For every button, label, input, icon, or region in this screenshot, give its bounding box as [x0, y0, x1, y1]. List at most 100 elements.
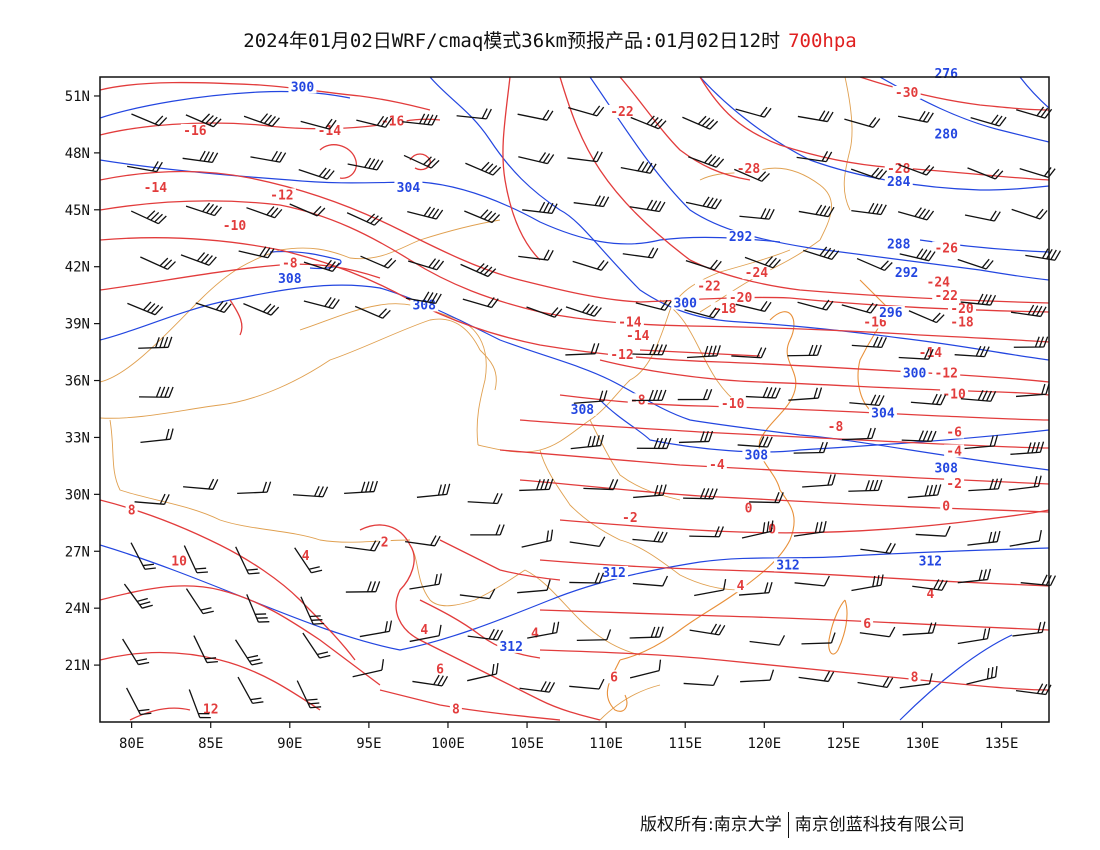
wind-barb — [570, 434, 605, 450]
temperature-label-bg — [944, 444, 965, 458]
wind-barb — [405, 291, 442, 305]
wind-barb — [912, 579, 948, 591]
temperature-label: -20 — [729, 291, 753, 306]
temperature-label-bg — [734, 579, 747, 593]
wind-barb — [632, 389, 667, 402]
height-label-bg — [916, 554, 945, 568]
temperature-label: -2 — [946, 477, 962, 492]
wind-barb — [967, 530, 1001, 546]
wind-barb — [739, 208, 775, 220]
wind-barb — [517, 579, 551, 594]
wind-barb — [796, 151, 833, 163]
x-tick-label: 90E — [277, 736, 302, 752]
wind-barb — [622, 247, 659, 259]
temperature-label-bg — [694, 279, 723, 293]
height-label-bg — [288, 80, 317, 94]
wind-barb — [957, 568, 992, 584]
temperature-label-bg — [706, 457, 727, 471]
wind-barb — [793, 441, 828, 454]
wind-barb — [346, 212, 383, 226]
copyright-footer: 版权所有:南京大学 南京创蓝科技有限公司 — [640, 810, 1060, 838]
temperature-label-bg — [125, 503, 138, 517]
temperature-label: -14 — [618, 316, 642, 331]
wind-barb — [409, 624, 442, 643]
wind-barb — [689, 526, 724, 538]
y-tick-label: 27N — [65, 544, 90, 560]
wind-barb — [910, 393, 947, 406]
wind-barb — [139, 386, 174, 398]
height-label-bg — [774, 558, 803, 572]
wind-barb — [683, 675, 719, 687]
temperature-label-bg — [449, 702, 462, 716]
wind-barb — [801, 632, 836, 645]
wind-barb — [456, 108, 492, 120]
wind-barb — [851, 202, 887, 216]
wind-barb — [967, 167, 1004, 180]
wind-barb — [569, 536, 606, 548]
temperature-label: 4 — [302, 549, 310, 564]
temperature-label: -22 — [610, 105, 633, 120]
height-label: 304 — [871, 407, 895, 422]
wind-barb — [970, 114, 1007, 127]
temperature-label: -18 — [950, 316, 974, 331]
x-tick-label: 120E — [747, 736, 781, 752]
wind-barb — [851, 336, 887, 349]
wind-barb — [127, 161, 163, 173]
x-tick-label: 95E — [356, 736, 381, 752]
height-label-bg — [742, 448, 771, 462]
wind-barb — [735, 106, 772, 118]
wind-barb — [1013, 336, 1049, 348]
wind-barb — [237, 676, 264, 704]
height-label: 296 — [879, 306, 903, 321]
x-tick-label: 100E — [431, 736, 465, 752]
temperature-label-bg — [932, 288, 961, 302]
wind-barb — [898, 348, 934, 360]
temperature-label-bg — [734, 161, 763, 175]
temperature-label: -14 — [318, 124, 342, 139]
temperature-label: 6 — [610, 670, 618, 685]
height-label: 308 — [934, 462, 958, 477]
temperature-label-bg — [944, 476, 965, 490]
wind-barb — [798, 204, 835, 218]
wind-barb — [459, 588, 496, 600]
wind-barb — [685, 196, 722, 210]
temperature-label-bg — [825, 419, 846, 433]
title-main: 2024年01月02日WRF/cmaq模式36km预报产品:01月02日12时 — [243, 30, 781, 52]
wind-barb — [568, 105, 605, 117]
temperature-label: 4 — [531, 627, 539, 642]
wind-barb — [180, 252, 217, 266]
wind-barb — [565, 343, 600, 356]
height-label-bg — [394, 180, 423, 194]
temperature-label-bg — [742, 501, 755, 515]
temperature-label: -22 — [697, 279, 720, 294]
wind-barb — [296, 680, 322, 709]
wind-barb — [131, 113, 168, 127]
temperature-label: -16 — [183, 124, 207, 139]
temperature-label: -14 — [626, 329, 650, 344]
wind-barb — [749, 635, 786, 646]
height-label-bg — [932, 127, 961, 141]
wind-barb — [749, 492, 784, 504]
wind-barb — [352, 659, 385, 678]
wind-barb — [185, 113, 222, 128]
temperature-label-bg — [608, 670, 621, 684]
wind-barb — [185, 588, 214, 615]
wind-barb — [907, 484, 942, 499]
height-label: 312 — [919, 555, 942, 570]
wind-barb — [678, 430, 714, 444]
height-label-bg — [497, 639, 526, 653]
wind-barb — [960, 293, 997, 306]
wind-barb — [522, 201, 558, 215]
x-tick-label: 135E — [985, 736, 1019, 752]
temperature-label-bg — [169, 554, 190, 568]
wind-barb — [527, 621, 560, 639]
wind-barb — [898, 163, 935, 176]
temperature-label-bg — [940, 387, 969, 401]
temperature-label-bg — [607, 347, 636, 361]
province-borders — [100, 77, 853, 721]
y-axis: 21N 24N 27N 30N 33N 36N 39N 42N 45N 48N 51N — [65, 89, 100, 674]
wind-barb — [412, 674, 449, 687]
temperature-label-bg — [279, 256, 300, 270]
height-label-bg — [671, 296, 700, 310]
wind-barb — [857, 676, 894, 689]
